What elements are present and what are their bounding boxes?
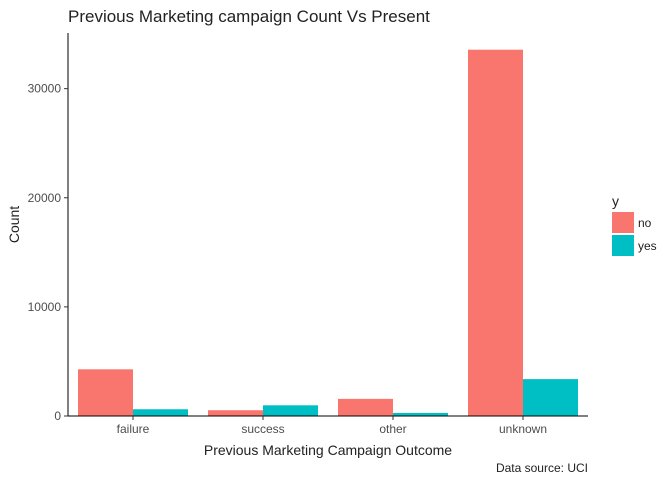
bar-failure-no	[78, 369, 133, 416]
x-tick-label-unknown: unknown	[499, 422, 547, 436]
y-axis-ticks: 0 10000 20000 30000	[28, 82, 68, 423]
x-axis-ticks: failure success other unknown	[117, 416, 547, 436]
legend-label-no: no	[638, 216, 652, 230]
x-tick-label-other: other	[379, 422, 406, 436]
bar-unknown-no	[468, 49, 523, 416]
chart-title: Previous Marketing campaign Count Vs Pre…	[68, 7, 430, 26]
bar-other-yes	[393, 412, 448, 416]
legend-title: y	[612, 193, 619, 209]
bar-other-no	[338, 398, 393, 416]
bar-success-no	[208, 410, 263, 416]
y-tick-label: 30000	[28, 82, 62, 96]
x-axis-title: Previous Marketing Campaign Outcome	[204, 442, 452, 458]
legend-key-yes	[612, 235, 634, 256]
y-tick-label: 0	[54, 409, 61, 423]
legend: y no yes	[612, 193, 657, 256]
bar-unknown-yes	[523, 379, 578, 416]
y-tick-label: 10000	[28, 300, 62, 314]
bar-failure-yes	[133, 409, 188, 416]
y-axis-title: Count	[6, 206, 22, 243]
x-tick-label-failure: failure	[117, 422, 150, 436]
x-tick-label-success: success	[241, 422, 284, 436]
legend-label-yes: yes	[638, 239, 657, 253]
caption: Data source: UCI	[496, 461, 588, 475]
bars-group	[78, 49, 578, 416]
legend-key-no	[612, 212, 634, 233]
y-tick-label: 20000	[28, 191, 62, 205]
bar-success-yes	[263, 405, 318, 416]
plot-area: 0 10000 20000 30000 failure success other unkn…	[28, 33, 588, 436]
